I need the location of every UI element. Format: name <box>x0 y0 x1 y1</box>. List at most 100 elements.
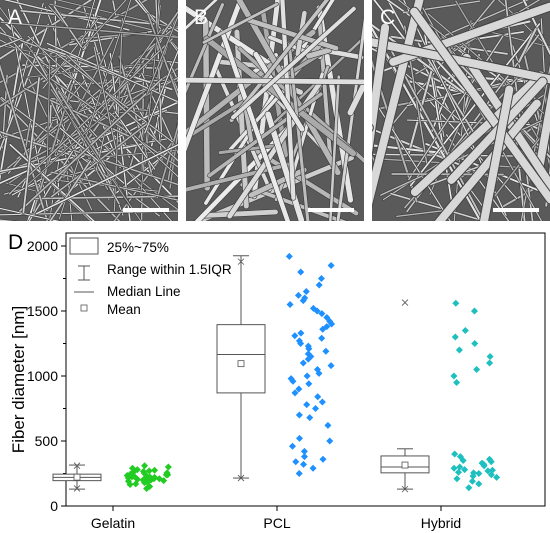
fiber <box>0 132 3 139</box>
fiber <box>50 120 151 198</box>
plot-frame <box>65 232 546 507</box>
data-point-pcl <box>313 366 321 373</box>
x-tick-label: Gelatin <box>91 515 135 531</box>
fiber <box>5 182 37 192</box>
data-point-hybrid <box>461 466 469 474</box>
y-tick-label: 2000 <box>27 238 58 254</box>
fiber <box>336 18 364 221</box>
data-point-hybrid <box>453 475 461 483</box>
mean-marker <box>401 461 409 469</box>
fiber <box>46 59 51 164</box>
data-point-pcl <box>304 342 312 350</box>
fiber <box>517 28 537 63</box>
data-point-hybrid <box>456 453 464 461</box>
fiber <box>59 127 125 184</box>
micrograph-c-image <box>372 0 550 221</box>
x-tick-label: Hybrid <box>421 515 461 531</box>
fiber <box>287 42 310 221</box>
fiber <box>0 63 49 221</box>
data-point-pcl <box>318 334 326 342</box>
fiber <box>55 52 174 143</box>
y-tick-label: 1000 <box>27 368 58 384</box>
data-point-gelatin <box>126 481 134 489</box>
data-point-pcl <box>299 359 307 367</box>
legend-item-label: 25%~75% <box>107 240 169 255</box>
fiber <box>146 13 178 99</box>
data-point-hybrid <box>461 327 469 334</box>
data-point-gelatin <box>141 462 149 470</box>
y-tick-label: 1500 <box>27 303 58 319</box>
data-point-hybrid <box>487 458 495 466</box>
fiber <box>186 3 225 94</box>
fiber <box>202 2 279 44</box>
data-point-hybrid <box>484 467 492 475</box>
data-point-pcl <box>306 414 314 422</box>
panel-label-d: D <box>8 231 24 254</box>
legend: 25%~75% Range within 1.5IQR Median Line Mea… <box>69 237 232 317</box>
fiber <box>0 37 23 48</box>
fiber <box>372 153 376 165</box>
data-point-hybrid <box>470 307 478 315</box>
data-point-pcl <box>327 262 335 269</box>
data-point-hybrid <box>450 372 458 380</box>
data-point-pcl <box>304 350 312 358</box>
data-point-pcl <box>297 329 305 337</box>
data-point-pcl <box>326 437 334 445</box>
legend-mean-swatch <box>80 304 88 312</box>
data-point-pcl <box>300 447 308 455</box>
data-point-pcl <box>295 385 303 393</box>
data-point-hybrid <box>486 359 494 367</box>
data-point-pcl <box>312 405 320 412</box>
fiber <box>426 97 518 200</box>
data-point-gelatin <box>151 473 159 481</box>
data-point-pcl <box>301 294 309 302</box>
fiber <box>207 92 323 178</box>
data-point-hybrid <box>450 464 458 472</box>
data-point-pcl <box>318 398 326 406</box>
data-point-hybrid <box>475 480 483 488</box>
y-tick-label: 500 <box>35 433 59 449</box>
mean-marker <box>237 360 245 368</box>
fiber <box>0 21 178 38</box>
micrograph-a-image <box>0 0 178 221</box>
data-point-hybrid <box>473 366 481 373</box>
y-tick-label: 0 <box>50 498 58 514</box>
fiber <box>280 0 296 200</box>
micrograph-panel-a: A <box>0 0 178 221</box>
data-point-pcl <box>323 323 331 331</box>
data-point-gelatin <box>139 468 147 476</box>
fiber <box>66 54 178 162</box>
data-point-hybrid <box>465 484 473 492</box>
fiber <box>253 51 305 132</box>
fiber <box>41 178 160 192</box>
fiber <box>248 167 307 198</box>
fiber <box>373 0 408 44</box>
data-point-hybrid <box>455 468 463 476</box>
fiber <box>20 10 155 25</box>
fiber <box>372 95 451 221</box>
fiber <box>50 171 178 201</box>
panel-label-c: C <box>380 6 396 29</box>
data-point-pcl <box>327 362 335 370</box>
fiber <box>396 209 446 218</box>
fiber <box>245 17 339 51</box>
data-point-pcl <box>291 332 299 340</box>
data-point-pcl <box>285 252 293 260</box>
data-point-hybrid <box>488 466 496 474</box>
scale-bar-b <box>308 208 354 212</box>
fiber <box>7 79 86 174</box>
fiber <box>46 42 178 103</box>
data-point-pcl <box>295 411 303 419</box>
fiber <box>228 87 287 152</box>
data-point-gelatin <box>128 464 136 472</box>
legend-item-label: Range within 1.5IQR <box>107 262 232 277</box>
thick-fiber <box>434 99 541 221</box>
fiber <box>81 0 127 49</box>
max-marker <box>73 462 81 469</box>
data-point-pcl <box>289 442 297 450</box>
data-point-hybrid <box>455 346 463 354</box>
fiber <box>8 38 173 195</box>
fiber <box>265 111 305 221</box>
thick-fiber <box>372 38 550 84</box>
data-point-pcl <box>314 393 322 401</box>
